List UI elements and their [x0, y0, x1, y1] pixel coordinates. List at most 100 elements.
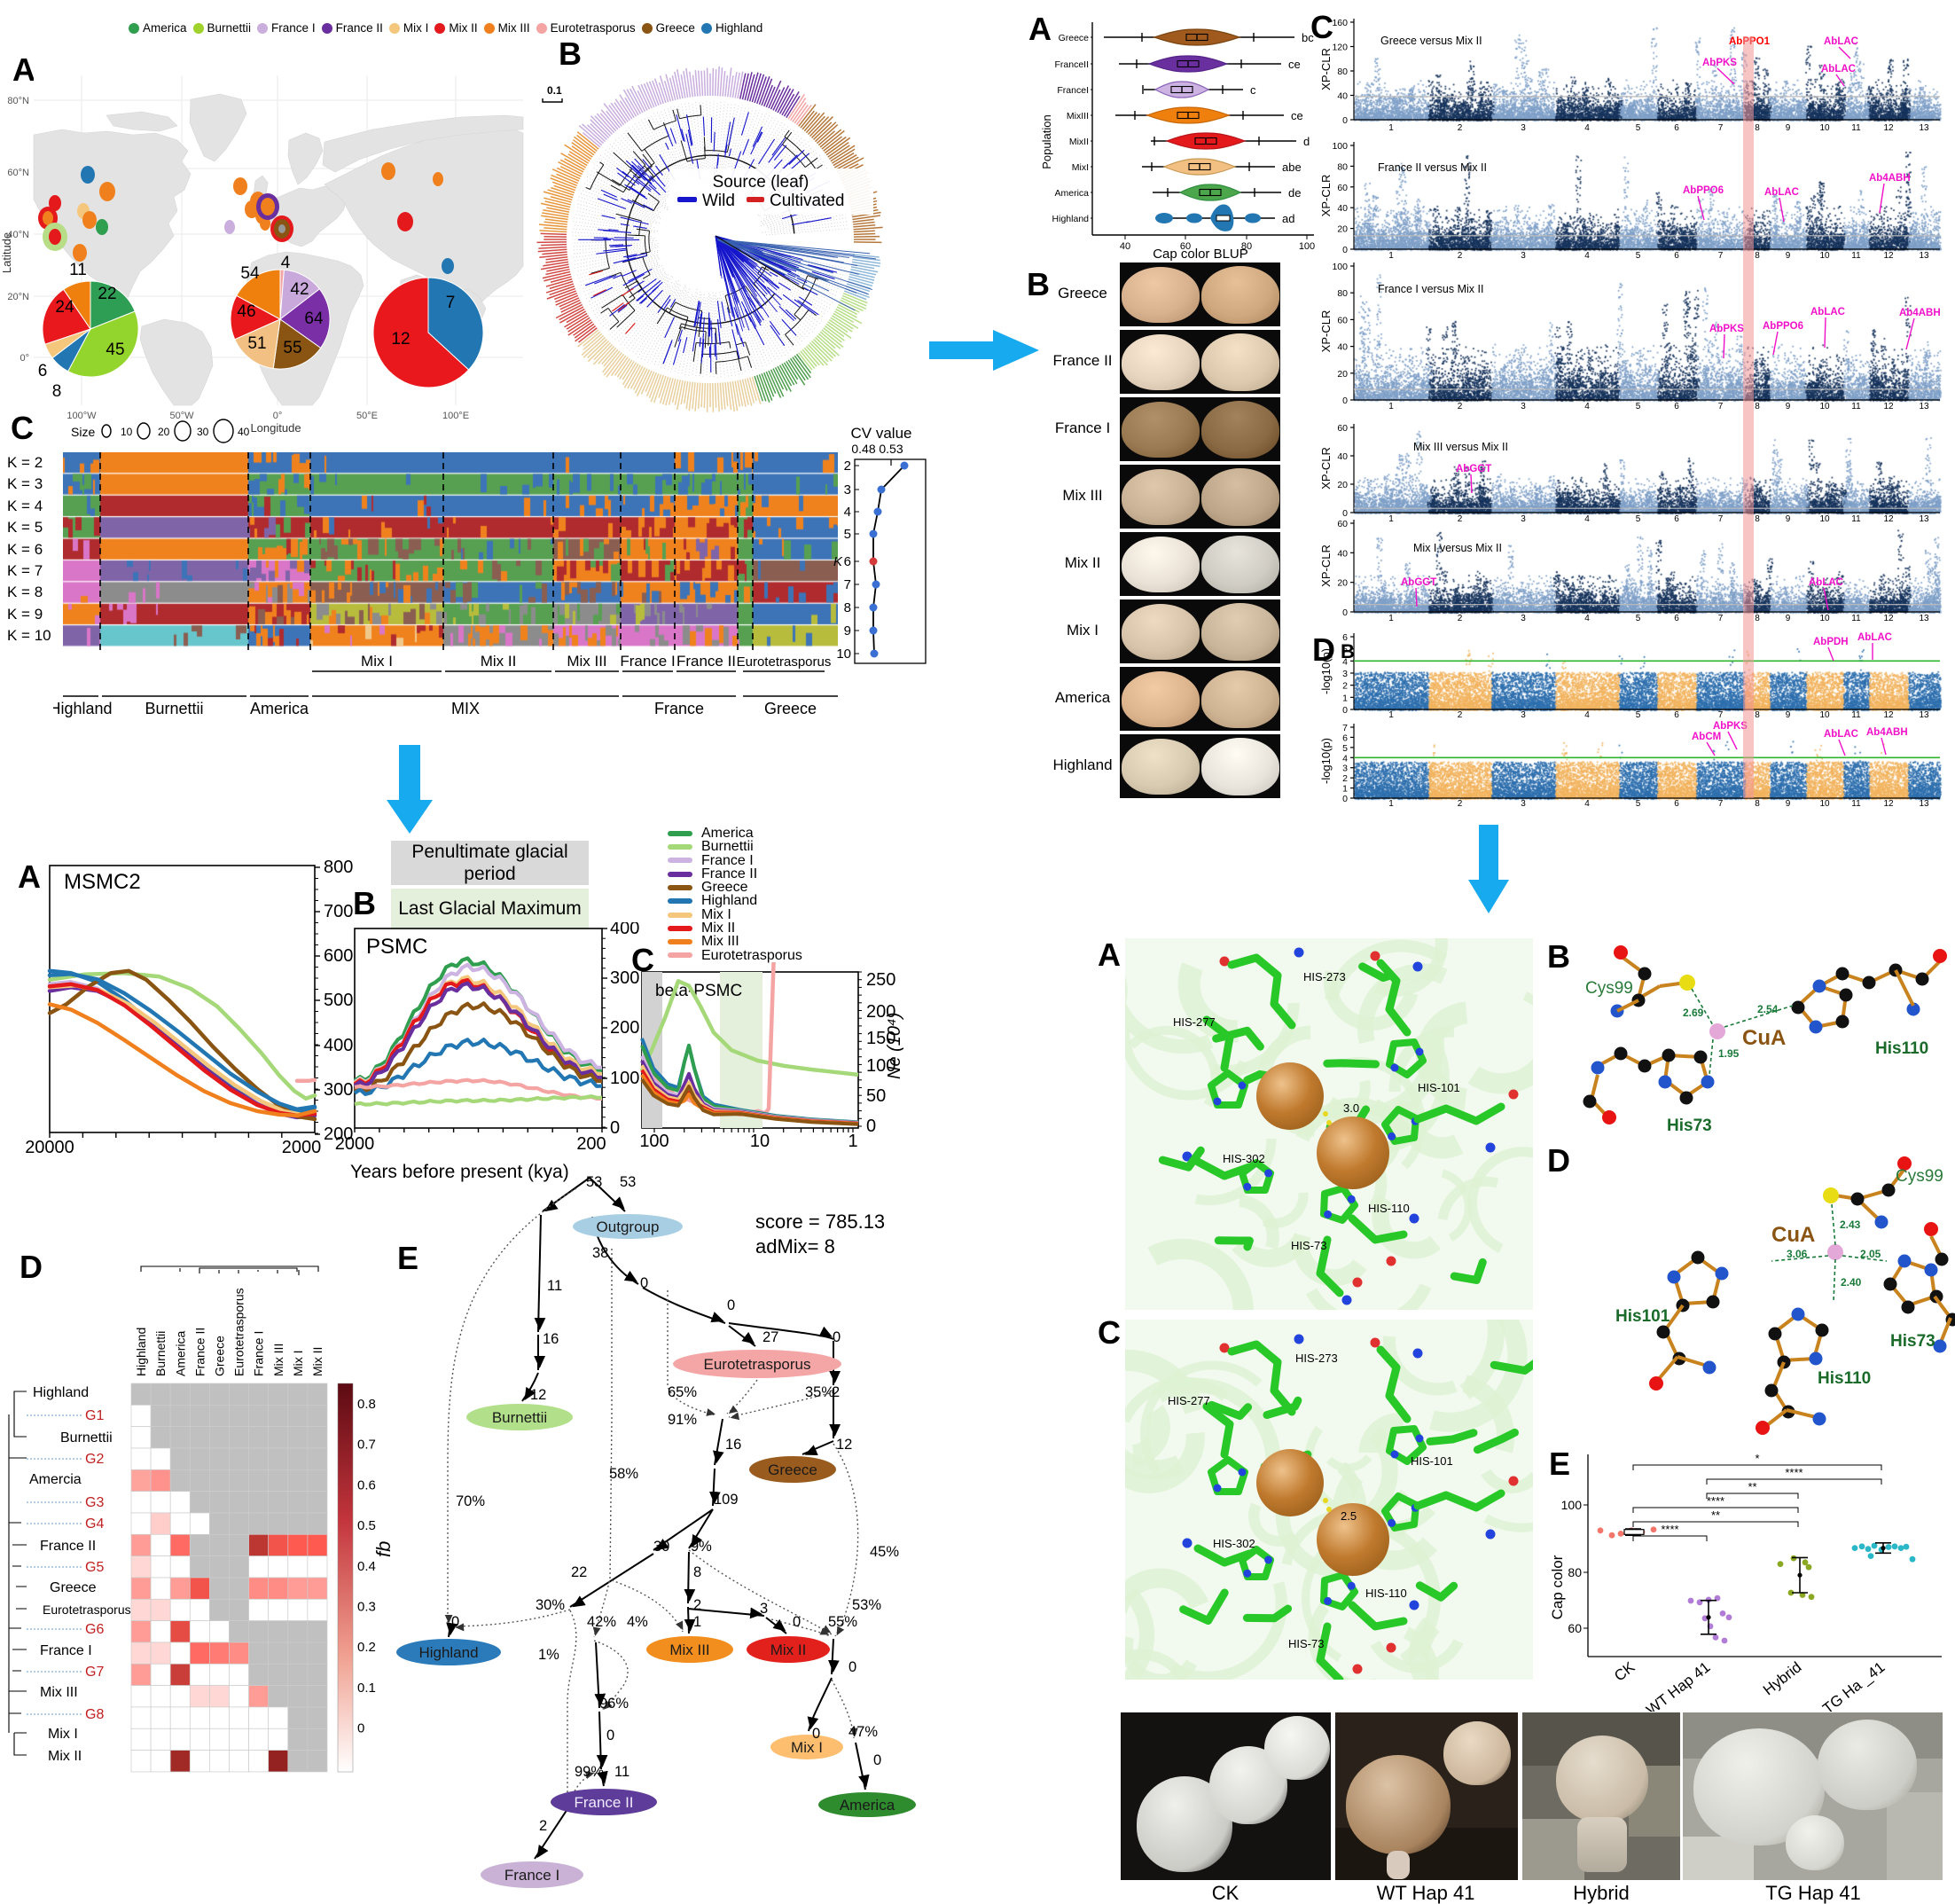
- svg-text:bc: bc: [1302, 31, 1314, 44]
- svg-text:45%: 45%: [870, 1544, 899, 1560]
- svg-text:XP-CLR: XP-CLR: [1319, 48, 1333, 90]
- svg-text:4: 4: [1584, 123, 1590, 133]
- svg-text:100: 100: [1332, 262, 1348, 272]
- svg-text:200: 200: [576, 1134, 606, 1154]
- svg-text:300: 300: [610, 968, 639, 988]
- svg-text:fb: fb: [372, 1541, 395, 1557]
- svg-text:Ne (10⁴): Ne (10⁴): [885, 1013, 904, 1079]
- svg-text:11: 11: [1851, 514, 1861, 524]
- svg-text:Size: Size: [71, 425, 95, 439]
- svg-text:2.69: 2.69: [1683, 1007, 1704, 1019]
- svg-text:3: 3: [844, 482, 851, 498]
- svg-text:42: 42: [290, 280, 309, 299]
- svg-text:1: 1: [1388, 514, 1394, 524]
- svg-text:30: 30: [653, 1539, 669, 1555]
- svg-text:AbPKS: AbPKS: [1709, 324, 1744, 334]
- svg-text:AbPDH: AbPDH: [1813, 637, 1849, 647]
- svg-text:adMix= 8: adMix= 8: [755, 1235, 835, 1258]
- svg-text:40: 40: [238, 426, 250, 438]
- svg-text:2: 2: [844, 458, 851, 474]
- svg-text:11: 11: [69, 261, 87, 279]
- svg-text:G8: G8: [85, 1707, 104, 1722]
- svg-text:50: 50: [866, 1086, 886, 1106]
- svg-text:Highland: Highland: [418, 1644, 478, 1661]
- svg-text:100: 100: [1299, 241, 1315, 252]
- svg-text:9: 9: [1786, 123, 1791, 133]
- svg-text:120: 120: [1332, 43, 1348, 53]
- svg-text:Eurotetrasporus: Eurotetrasporus: [704, 1356, 811, 1373]
- svg-text:1: 1: [1388, 123, 1394, 133]
- svg-text:Greece: Greece: [212, 1336, 226, 1376]
- svg-text:6: 6: [1674, 402, 1679, 411]
- svg-text:HIS-101: HIS-101: [1418, 1081, 1460, 1094]
- svg-text:53%: 53%: [852, 1597, 881, 1613]
- svg-text:Cap color BLUP: Cap color BLUP: [1153, 247, 1248, 262]
- svg-text:ce: ce: [1288, 58, 1301, 71]
- svg-text:France I: France I: [504, 1867, 559, 1884]
- svg-text:0.1: 0.1: [547, 84, 562, 97]
- svg-text:53: 53: [586, 1174, 602, 1190]
- svg-text:0: 0: [451, 1614, 459, 1630]
- svg-text:Burnettii: Burnettii: [145, 700, 203, 717]
- svg-text:8: 8: [693, 1564, 701, 1580]
- svg-text:Greece: Greece: [768, 1461, 817, 1478]
- svg-text:40: 40: [1337, 203, 1348, 214]
- svg-text:France II: France II: [574, 1794, 633, 1811]
- svg-text:10: 10: [121, 426, 133, 438]
- svg-text:-log10(p): -log10(p): [1319, 648, 1333, 694]
- svg-text:Mix I: Mix I: [291, 1350, 305, 1376]
- svg-text:9: 9: [1786, 251, 1791, 261]
- svg-text:0: 0: [727, 1297, 735, 1313]
- svg-text:60: 60: [1180, 241, 1191, 252]
- svg-text:CuA: CuA: [1771, 1223, 1815, 1247]
- svg-text:Ab4ABH: Ab4ABH: [1899, 308, 1941, 318]
- svg-text:7: 7: [1718, 251, 1724, 261]
- svg-text:2.40: 2.40: [1841, 1276, 1862, 1289]
- svg-text:FranceII: FranceII: [1054, 59, 1089, 70]
- svg-text:250: 250: [866, 970, 895, 990]
- svg-text:France II: France II: [40, 1539, 96, 1554]
- svg-text:100°E: 100°E: [442, 411, 469, 421]
- svg-text:5: 5: [1636, 710, 1641, 720]
- svg-text:Ab4ABH: Ab4ABH: [1866, 727, 1908, 738]
- svg-text:AbCM: AbCM: [1692, 732, 1721, 742]
- svg-text:8: 8: [52, 382, 62, 401]
- svg-text:His110: His110: [1818, 1369, 1871, 1388]
- svg-text:Cultivated: Cultivated: [770, 192, 845, 210]
- svg-text:Burnettii: Burnettii: [153, 1331, 168, 1376]
- svg-text:10: 10: [1819, 710, 1830, 720]
- svg-text:22: 22: [571, 1564, 587, 1580]
- svg-text:WT Hap 41: WT Hap 41: [1643, 1658, 1713, 1712]
- svg-text:0: 0: [793, 1614, 801, 1630]
- svg-text:3: 3: [1521, 123, 1526, 133]
- svg-text:40°N: 40°N: [7, 230, 29, 240]
- svg-text:0: 0: [848, 1659, 856, 1675]
- svg-text:1: 1: [693, 1614, 701, 1630]
- svg-text:Mix II: Mix II: [48, 1749, 82, 1764]
- svg-text:G3: G3: [85, 1495, 104, 1510]
- svg-text:60: 60: [1337, 183, 1348, 193]
- svg-text:700: 700: [324, 902, 353, 921]
- svg-text:*: *: [1755, 1452, 1759, 1465]
- svg-text:13: 13: [1919, 799, 1929, 809]
- svg-text:10: 10: [836, 646, 851, 662]
- svg-text:G5: G5: [85, 1560, 104, 1575]
- svg-text:2: 2: [539, 1818, 547, 1834]
- svg-text:6: 6: [38, 362, 48, 380]
- svg-text:CV value: CV value: [851, 426, 912, 442]
- svg-text:3: 3: [760, 1601, 768, 1617]
- svg-text:11: 11: [1851, 614, 1861, 623]
- svg-text:MIX: MIX: [451, 700, 480, 717]
- svg-text:8: 8: [1755, 799, 1760, 809]
- svg-text:13: 13: [1919, 402, 1929, 411]
- svg-text:35%: 35%: [805, 1384, 834, 1400]
- svg-text:**: **: [1711, 1508, 1720, 1522]
- svg-text:G4: G4: [85, 1516, 104, 1532]
- svg-text:5: 5: [1342, 645, 1348, 655]
- svg-text:1: 1: [848, 1132, 857, 1151]
- svg-text:160: 160: [1332, 18, 1348, 28]
- svg-text:11: 11: [1851, 123, 1861, 133]
- svg-text:2: 2: [1458, 402, 1463, 411]
- svg-text:12: 12: [530, 1387, 546, 1403]
- svg-text:27: 27: [762, 1329, 778, 1345]
